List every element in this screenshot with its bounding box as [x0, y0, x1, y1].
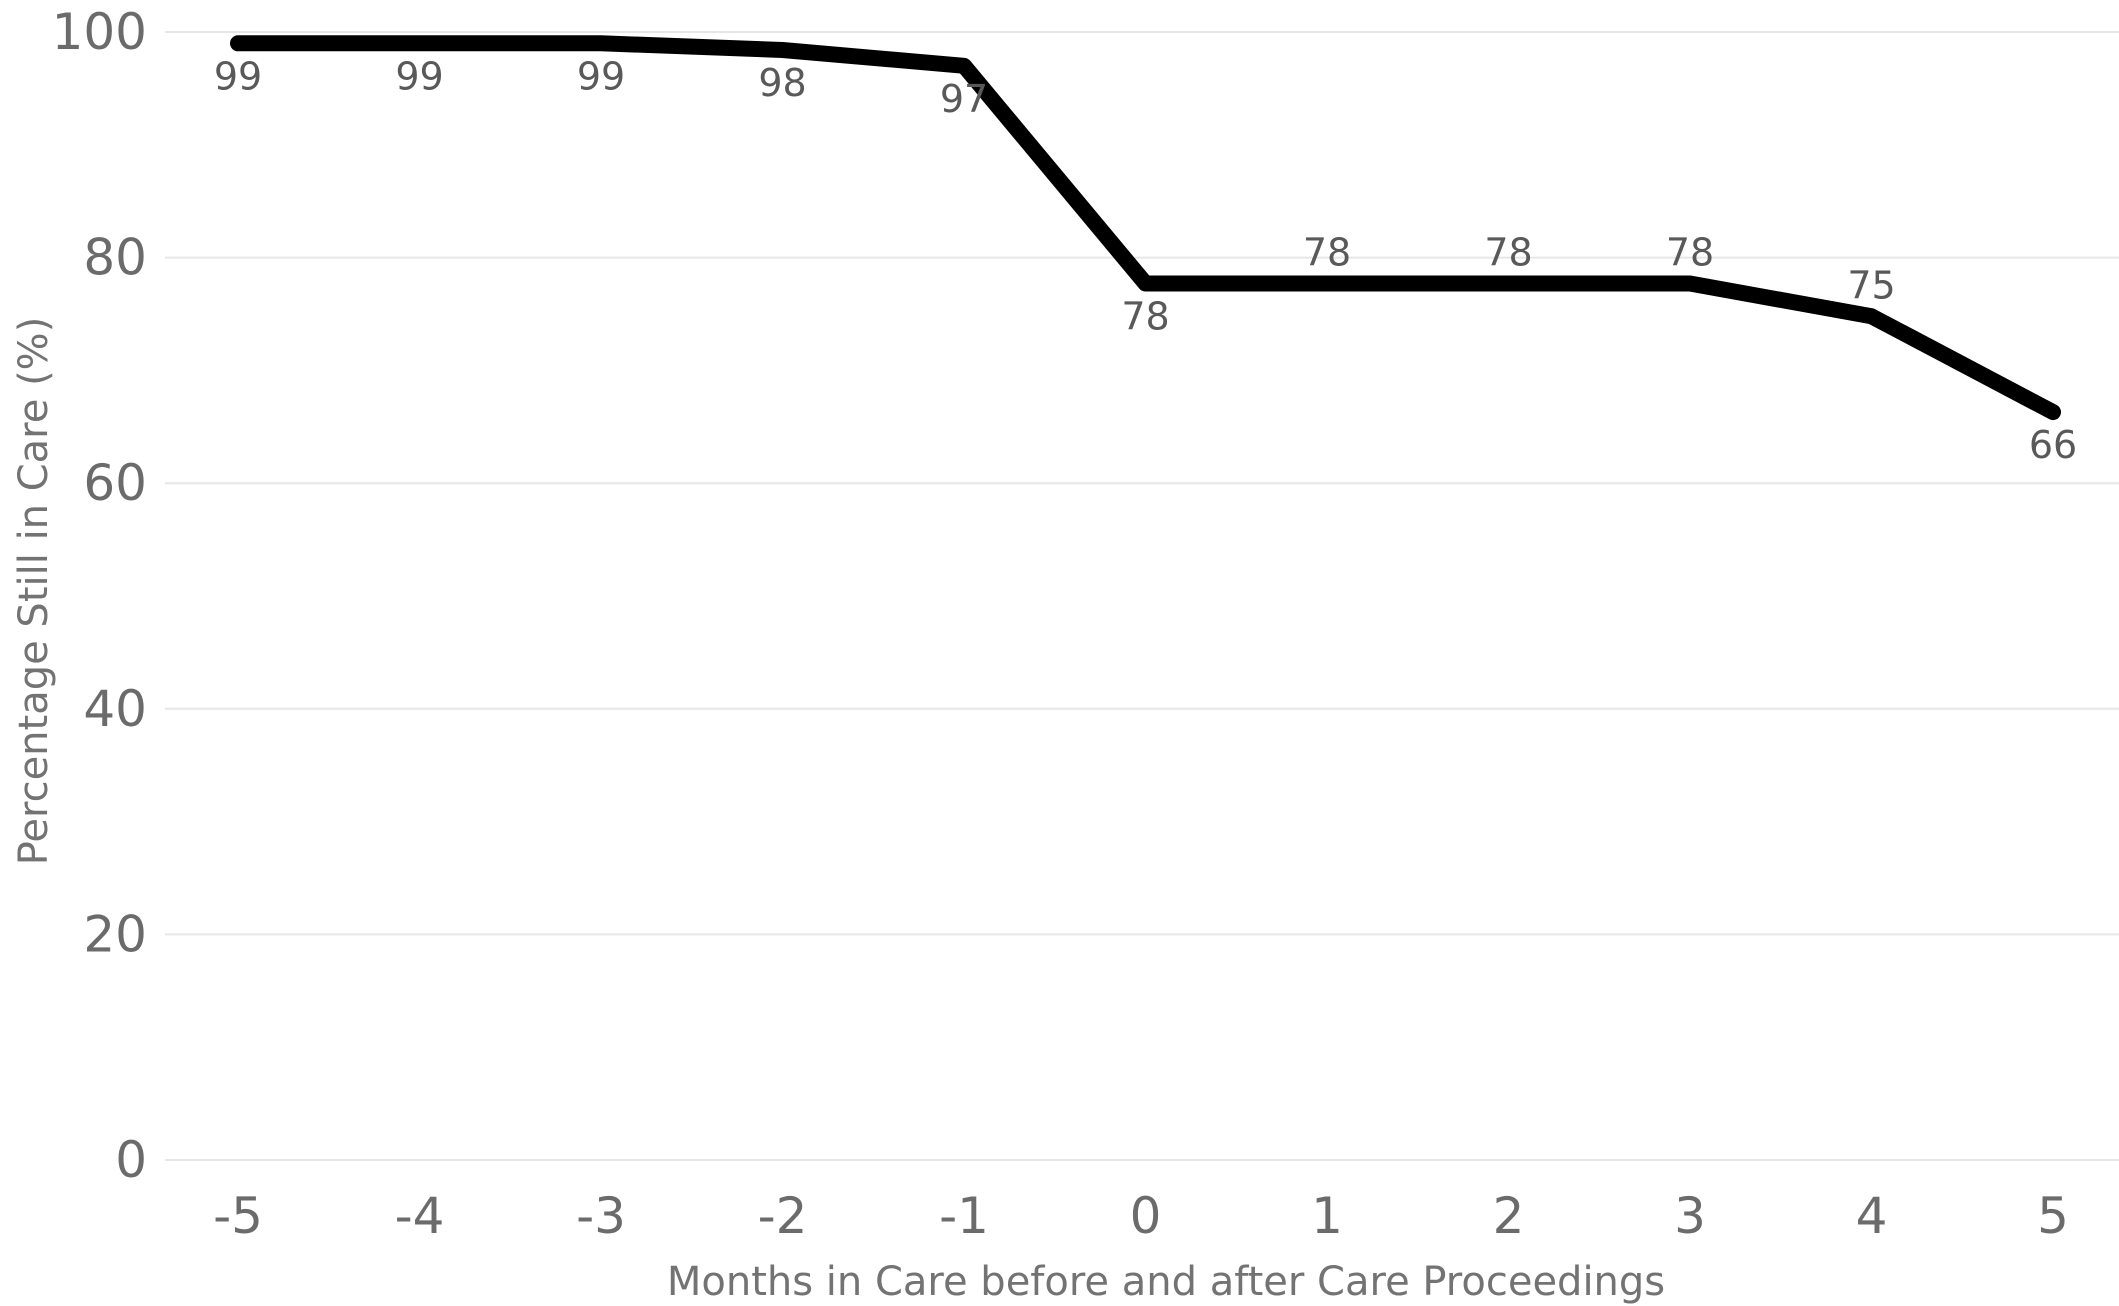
- data-label: 99: [214, 54, 262, 98]
- y-tick-label: 80: [83, 229, 147, 287]
- x-tick-label: 2: [1493, 1187, 1525, 1245]
- data-label: 97: [940, 77, 988, 121]
- x-tick-label: -4: [395, 1187, 445, 1245]
- data-label: 99: [395, 54, 443, 98]
- data-label: 66: [2029, 423, 2077, 467]
- x-tick-label: -3: [576, 1187, 626, 1245]
- x-tick-label: -1: [939, 1187, 989, 1245]
- series-line: [230, 35, 2061, 421]
- series-group: [230, 35, 2061, 421]
- data-label: 78: [1121, 295, 1169, 339]
- data-label: 78: [1484, 231, 1532, 275]
- x-tick-label: 5: [2037, 1187, 2069, 1245]
- y-axis-title: Percentage Still in Care (%): [11, 317, 57, 866]
- x-tick-label: -2: [758, 1187, 808, 1245]
- y-tick-label: 60: [83, 454, 147, 512]
- y-tick-label: 0: [115, 1131, 147, 1189]
- data-label: 98: [758, 61, 806, 105]
- y-tick-label: 100: [52, 3, 147, 61]
- data-label: 99: [577, 54, 625, 98]
- data-labels: 99 99 99 98 97 78 78 78 78 75 66: [214, 54, 2077, 467]
- x-axis-title: Months in Care before and after Care Pro…: [667, 1259, 1665, 1305]
- x-tick-label: 0: [1130, 1187, 1162, 1245]
- y-tick-label: 40: [83, 680, 147, 738]
- x-tick-label: -5: [213, 1187, 263, 1245]
- x-tick-label: 3: [1674, 1187, 1706, 1245]
- y-axis-ticks: 0 20 40 60 80 100: [52, 3, 147, 1189]
- y-tick-label: 20: [83, 905, 147, 963]
- data-label: 78: [1666, 231, 1714, 275]
- data-label: 75: [1847, 263, 1895, 307]
- data-label: 78: [1303, 231, 1351, 275]
- gridlines: [165, 31, 2119, 1161]
- x-tick-label: 4: [1856, 1187, 1888, 1245]
- x-tick-label: 1: [1311, 1187, 1343, 1245]
- x-axis-ticks: -5 -4 -3 -2 -1 0 1 2 3 4 5: [213, 1187, 2069, 1245]
